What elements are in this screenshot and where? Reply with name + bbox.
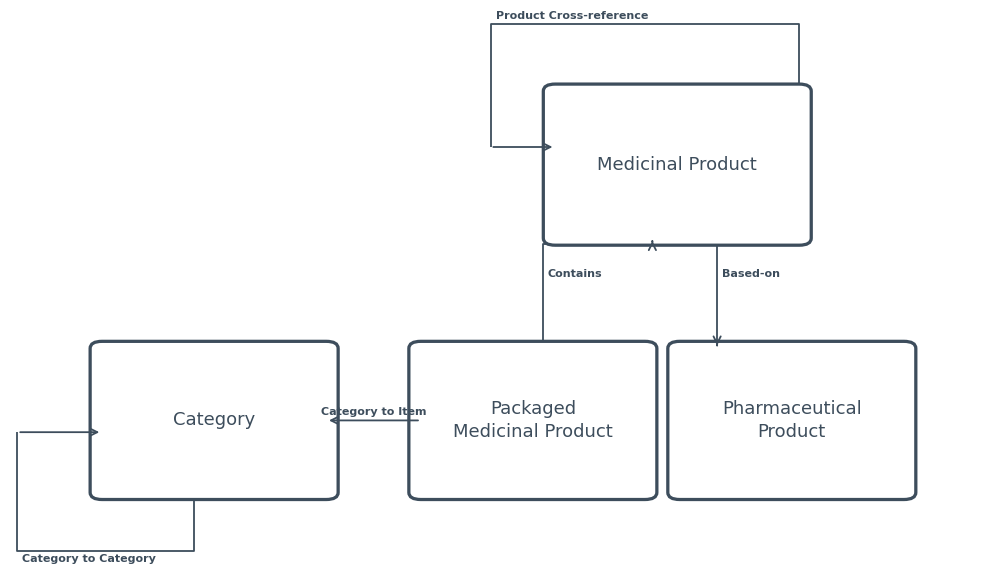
Text: Category: Category — [173, 412, 255, 429]
FancyBboxPatch shape — [409, 341, 657, 500]
Text: Category to Item: Category to Item — [321, 407, 426, 417]
Text: Contains: Contains — [548, 269, 603, 279]
Text: Pharmaceutical
Product: Pharmaceutical Product — [722, 400, 862, 441]
Text: Packaged
Medicinal Product: Packaged Medicinal Product — [453, 400, 613, 441]
FancyBboxPatch shape — [90, 341, 339, 500]
FancyBboxPatch shape — [544, 84, 812, 245]
Text: Based-on: Based-on — [722, 269, 780, 279]
Text: Medicinal Product: Medicinal Product — [598, 156, 757, 173]
Text: Category to Category: Category to Category — [22, 554, 156, 564]
Text: Product Cross-reference: Product Cross-reference — [496, 11, 647, 21]
FancyBboxPatch shape — [667, 341, 916, 500]
